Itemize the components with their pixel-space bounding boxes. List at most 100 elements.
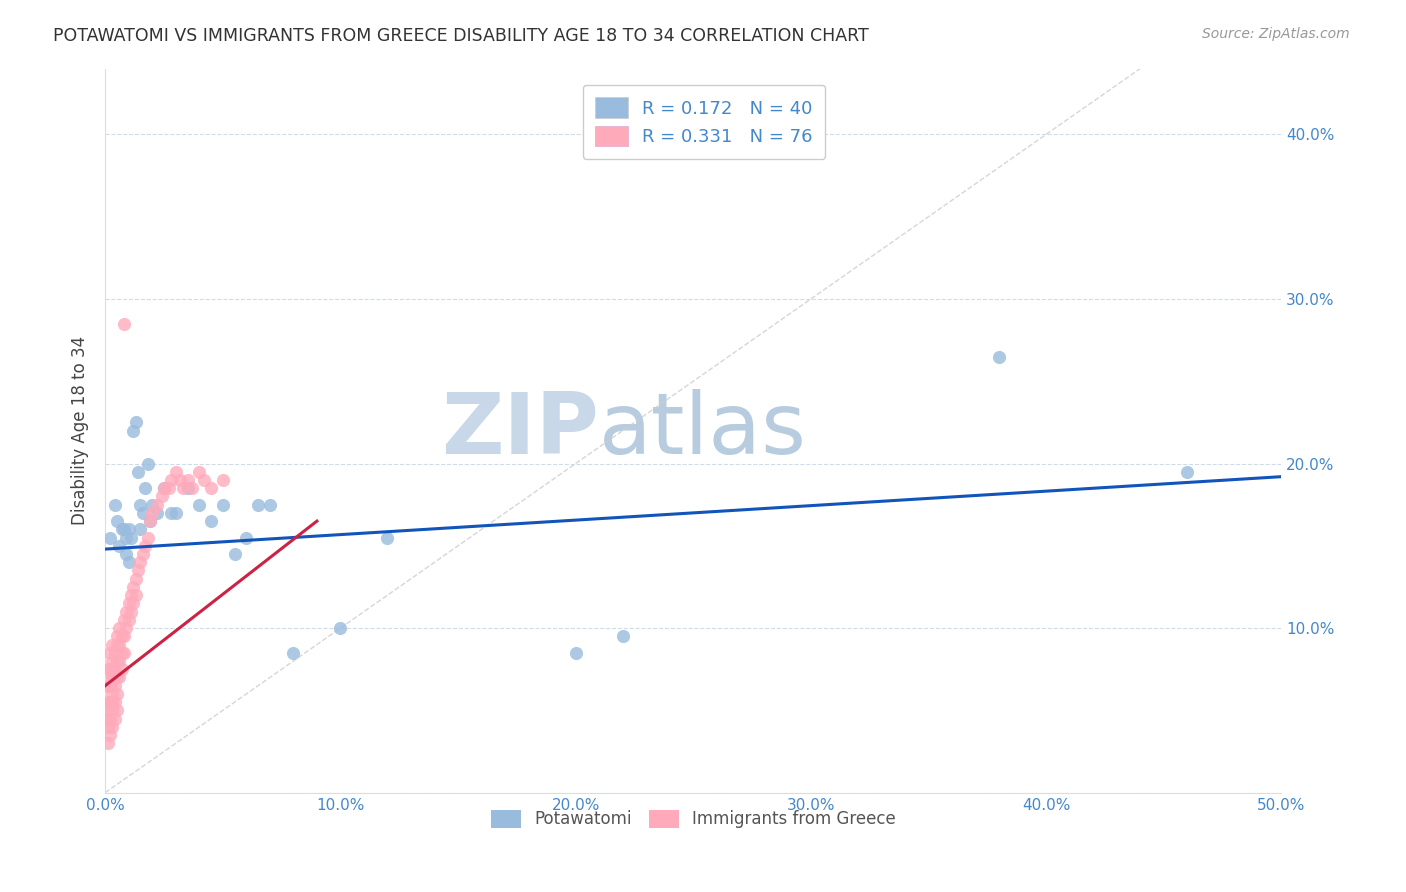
Point (118, 522, 141, 536)
Point (105, 687, 128, 701)
Point (988, 350, 1011, 364)
Point (98, 646, 121, 660)
Text: Source: ZipAtlas.com: Source: ZipAtlas.com (1202, 27, 1350, 41)
Point (108, 621, 131, 635)
Point (104, 498, 127, 512)
Point (247, 498, 270, 512)
Point (169, 473, 191, 487)
Point (200, 481, 222, 495)
Point (104, 679, 127, 693)
Point (108, 638, 131, 652)
Point (136, 531, 159, 545)
Point (129, 498, 152, 512)
Point (127, 564, 149, 578)
Point (98, 695, 121, 709)
Point (125, 572, 148, 586)
Point (105, 629, 128, 643)
Point (98, 728, 121, 742)
Point (283, 646, 305, 660)
Point (134, 539, 156, 553)
Point (97, 720, 120, 734)
Point (105, 670, 128, 684)
Point (127, 465, 149, 479)
Point (157, 481, 180, 495)
Point (101, 720, 124, 734)
Point (120, 588, 142, 602)
Point (112, 522, 135, 536)
Point (211, 498, 233, 512)
Point (125, 588, 148, 602)
Point (111, 522, 134, 536)
Point (193, 473, 215, 487)
Point (211, 473, 233, 487)
Point (132, 547, 155, 561)
Point (98, 531, 121, 545)
Point (108, 670, 131, 684)
Point (98, 695, 121, 709)
Point (118, 613, 141, 627)
Point (112, 613, 135, 627)
Point (115, 531, 138, 545)
Point (104, 712, 127, 726)
Text: ZIP: ZIP (441, 389, 599, 472)
Point (105, 654, 128, 668)
Point (139, 514, 162, 528)
Legend: Potawatomi, Immigrants from Greece: Potawatomi, Immigrants from Greece (484, 803, 903, 835)
Point (122, 424, 145, 438)
Point (105, 638, 128, 652)
Point (108, 654, 131, 668)
Point (329, 621, 352, 635)
Point (111, 662, 134, 676)
Point (97, 662, 120, 676)
Point (125, 415, 148, 429)
Point (132, 506, 155, 520)
Point (105, 703, 128, 717)
Point (112, 646, 135, 660)
Point (141, 498, 163, 512)
Point (200, 514, 222, 528)
Point (259, 498, 281, 512)
Point (160, 506, 183, 520)
Point (122, 580, 145, 594)
Point (165, 506, 187, 520)
Point (101, 703, 124, 717)
Point (120, 531, 142, 545)
Point (165, 465, 187, 479)
Point (1175, 465, 1198, 479)
Point (612, 629, 634, 643)
Y-axis label: Disability Age 18 to 34: Disability Age 18 to 34 (72, 336, 89, 525)
Point (176, 481, 198, 495)
Point (101, 638, 124, 652)
Point (97, 712, 120, 726)
Point (101, 695, 124, 709)
Point (129, 555, 152, 569)
Text: POTAWATOMI VS IMMIGRANTS FROM GREECE DISABILITY AGE 18 TO 34 CORRELATION CHART: POTAWATOMI VS IMMIGRANTS FROM GREECE DIS… (53, 27, 869, 45)
Point (129, 522, 152, 536)
Point (101, 654, 124, 668)
Point (104, 662, 127, 676)
Point (235, 531, 257, 545)
Point (153, 481, 176, 495)
Point (97, 736, 120, 750)
Point (134, 481, 156, 495)
Point (188, 465, 211, 479)
Point (111, 629, 134, 643)
Point (146, 506, 169, 520)
Point (115, 621, 138, 635)
Point (115, 605, 138, 619)
Point (153, 481, 176, 495)
Point (98, 679, 121, 693)
Point (224, 547, 246, 561)
Point (172, 481, 194, 495)
Point (98, 679, 121, 693)
Point (564, 646, 586, 660)
Point (108, 539, 131, 553)
Point (377, 531, 399, 545)
Point (105, 514, 128, 528)
Point (122, 596, 145, 610)
Point (97, 695, 120, 709)
Point (181, 481, 204, 495)
Point (136, 457, 159, 471)
Text: atlas: atlas (599, 389, 807, 472)
Point (97, 679, 120, 693)
